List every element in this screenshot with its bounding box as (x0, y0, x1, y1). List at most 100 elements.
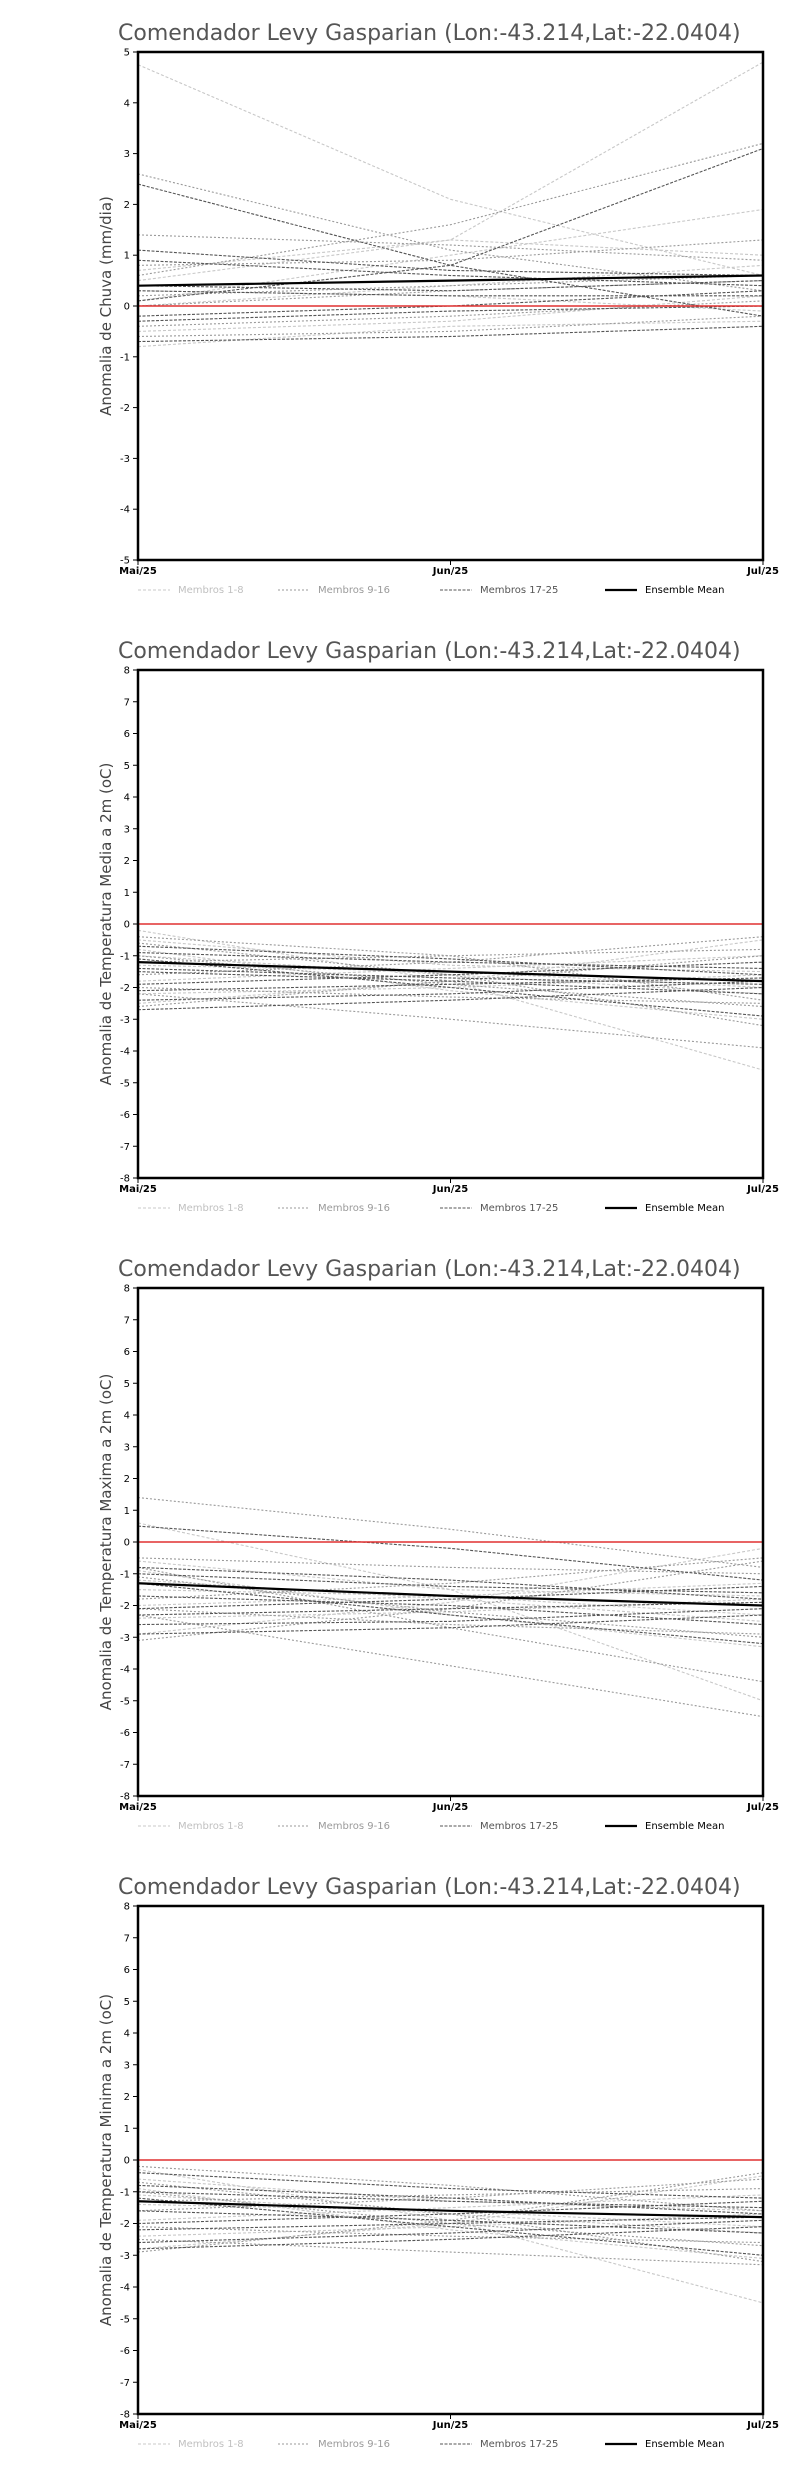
ensemble-mean-line (137, 961, 764, 983)
y-tick-label: -1 (120, 1569, 130, 1580)
ensemble-mean-line (137, 2200, 764, 2219)
member-16-line (137, 239, 764, 266)
y-tick-label: 2 (124, 200, 130, 211)
y-tick-label: -7 (120, 1760, 130, 1771)
mean-temperature-anomaly-chart: Comendador Levy Gasparian (Lon:-43.214,L… (0, 618, 800, 1236)
y-tick-label: -2 (120, 2219, 130, 2230)
y-tick-label: 6 (124, 1965, 130, 1976)
legend-label: Membros 17-25 (480, 2439, 558, 2450)
y-tick-label: 4 (124, 98, 130, 109)
chart-title: Comendador Levy Gasparian (Lon:-43.214,L… (118, 1257, 741, 1282)
y-tick-label: -8 (120, 2410, 130, 2421)
member-20-line (137, 2200, 764, 2225)
chart-title: Comendador Levy Gasparian (Lon:-43.214,L… (118, 1875, 741, 1900)
y-tick-label: 0 (124, 920, 130, 931)
member-21-line (137, 2197, 764, 2256)
x-tick-label: Jul/25 (746, 566, 779, 577)
y-tick-label: -8 (120, 1792, 130, 1803)
x-tick-label: Mai/25 (119, 1802, 157, 1813)
member-11-line (137, 1497, 764, 1568)
y-tick-label: -2 (120, 983, 130, 994)
member-4-line (137, 939, 764, 973)
member-16-line (137, 942, 764, 1027)
member-14-line (137, 2226, 764, 2244)
y-tick-label: 8 (124, 666, 130, 677)
member-16-line (137, 1566, 764, 1683)
x-tick-label: Mai/25 (119, 566, 157, 577)
member-1-line (137, 64, 764, 277)
y-tick-label: -4 (120, 2283, 130, 2294)
y-tick-label: -7 (120, 1142, 130, 1153)
y-tick-label: 1 (124, 1506, 130, 1517)
member-23-line (137, 305, 764, 322)
y-tick-label: 6 (124, 729, 130, 740)
y-tick-label: 2 (124, 1474, 130, 1485)
y-axis-label: Anomalia de Temperatura Minima a 2m (oC) (97, 1994, 115, 2326)
y-tick-label: 0 (124, 302, 130, 313)
member-23-line (137, 2184, 764, 2215)
y-tick-label: 1 (124, 2124, 130, 2135)
member-7-line (137, 2213, 764, 2237)
member-14-line (137, 1608, 764, 1635)
legend-label: Membros 9-16 (318, 585, 390, 596)
member-18-line (137, 1608, 764, 1626)
member-23-line (137, 945, 764, 976)
y-tick-label: 3 (124, 824, 130, 835)
member-22-line (137, 986, 764, 1011)
legend-label: Ensemble Mean (645, 1821, 724, 1832)
member-9-line (137, 2238, 764, 2266)
legend-label: Membros 1-8 (178, 2439, 244, 2450)
member-7-line (137, 320, 764, 348)
ensemble-mean-line (137, 274, 764, 287)
y-tick-label: 3 (124, 2060, 130, 2071)
member-25-line (137, 2216, 764, 2231)
y-tick-label: 3 (124, 149, 130, 160)
y-tick-label: -3 (120, 454, 130, 465)
y-tick-label: -1 (120, 2187, 130, 2198)
y-tick-label: 8 (124, 1902, 130, 1913)
plot-frame (136, 668, 765, 1180)
y-tick-label: -8 (120, 1174, 130, 1185)
legend-label: Membros 1-8 (178, 585, 244, 596)
member-24-line (137, 1525, 764, 1581)
member-24-line (137, 967, 764, 985)
y-tick-label: 4 (124, 793, 130, 804)
member-17-line (137, 971, 764, 995)
legend-label: Ensemble Mean (645, 2439, 724, 2450)
member-6-line (137, 948, 764, 1020)
y-tick-label: 8 (124, 1284, 130, 1295)
mean-temperature-anomaly-chart-svg: Comendador Levy Gasparian (Lon:-43.214,L… (97, 639, 779, 1214)
member-4-line (137, 239, 764, 282)
member-25-line (137, 290, 763, 297)
legend-label: Membros 17-25 (480, 1821, 558, 1832)
member-10-line (137, 142, 764, 277)
y-tick-label: -3 (120, 1015, 130, 1026)
legend-label: Membros 1-8 (178, 1203, 244, 1214)
y-tick-label: 5 (124, 1379, 130, 1390)
x-tick-label: Jul/25 (746, 1184, 779, 1195)
member-21-line (137, 1582, 764, 1645)
member-19-line (137, 1573, 764, 1594)
x-tick-label: Jun/25 (432, 2420, 469, 2431)
y-tick-label: -5 (120, 1078, 130, 1089)
y-tick-label: 6 (124, 1347, 130, 1358)
y-tick-label: 2 (124, 856, 130, 867)
member-20-line (137, 259, 764, 287)
member-2-line (137, 2175, 764, 2250)
member-10-line (137, 2172, 764, 2253)
member-6-line (137, 1570, 764, 1648)
member-10-line (137, 1560, 764, 1641)
y-axis-label: Anomalia de Chuva (mm/dia) (97, 196, 115, 416)
y-tick-label: -3 (120, 1633, 130, 1644)
member-23-line (137, 1566, 764, 1600)
y-tick-label: 0 (124, 1538, 130, 1549)
member-17-line (137, 2210, 764, 2234)
member-14-line (137, 986, 764, 1004)
max-temperature-anomaly-chart: Comendador Levy Gasparian (Lon:-43.214,L… (0, 1236, 800, 1854)
plot-frame (136, 1286, 765, 1798)
rain-anomaly-chart-svg: Comendador Levy Gasparian (Lon:-43.214,L… (97, 21, 779, 596)
member-12-line (137, 274, 764, 297)
member-25-line (137, 977, 764, 992)
member-15-line (137, 1557, 764, 1575)
member-13-line (137, 2191, 764, 2247)
